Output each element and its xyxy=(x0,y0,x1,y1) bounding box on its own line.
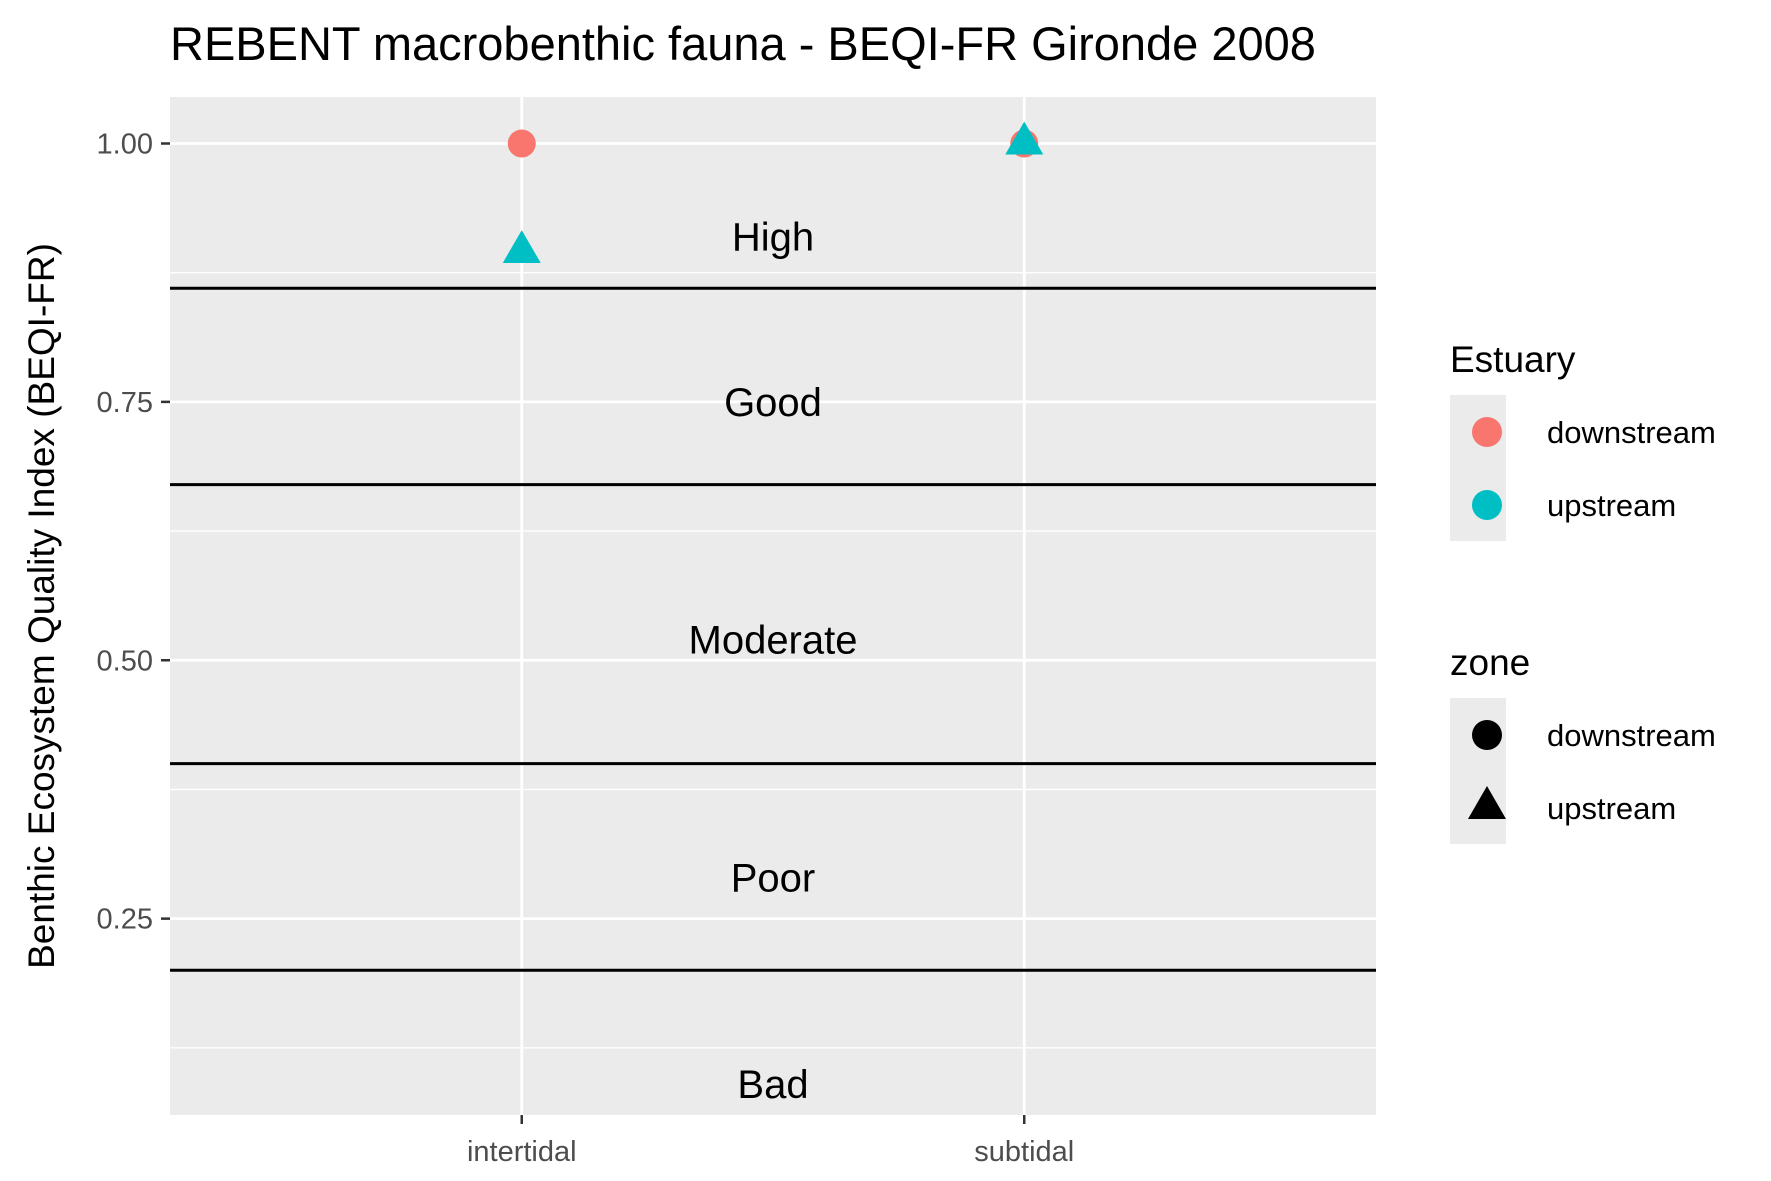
legend-label: downstream xyxy=(1547,718,1716,753)
y-tick-label: 1.00 xyxy=(97,129,153,161)
chart-title: REBENT macrobenthic fauna - BEQI-FR Giro… xyxy=(170,17,1316,70)
legend: Estuary downstream upstream zone downstream u… xyxy=(1450,339,1716,844)
data-points xyxy=(502,121,1044,263)
band-label: Good xyxy=(724,381,822,425)
y-tick-label: 0.50 xyxy=(97,645,153,677)
legend-key-triangle xyxy=(1468,786,1506,819)
legend-title: zone xyxy=(1450,642,1530,683)
quality-band-labels: High Good Moderate Poor Bad xyxy=(689,216,858,1107)
band-label: Bad xyxy=(737,1063,808,1107)
data-point-upstream xyxy=(1005,121,1044,155)
legend-label: upstream xyxy=(1547,791,1676,826)
axes: 0.25 0.50 0.75 1.00 intertidal subtidal xyxy=(97,129,1075,1168)
legend-key-background xyxy=(1450,698,1506,844)
band-label: High xyxy=(732,216,814,260)
threshold-lines xyxy=(170,286,1376,972)
data-point-upstream xyxy=(502,230,541,263)
y-axis-title: Benthic Ecosystem Quality Index (BEQI-FR… xyxy=(21,243,62,969)
band-label: Moderate xyxy=(689,619,858,663)
legend-label: upstream xyxy=(1547,488,1676,523)
legend-label: downstream xyxy=(1547,415,1716,450)
data-point-downstream xyxy=(507,129,536,158)
x-tick-label: subtidal xyxy=(974,1136,1074,1168)
plot-panel xyxy=(170,97,1376,1115)
grid-lines xyxy=(170,97,1376,1115)
legend-key-circle xyxy=(1472,720,1502,750)
x-tick-label: intertidal xyxy=(467,1136,577,1168)
band-label: Poor xyxy=(731,856,816,900)
y-tick-label: 0.75 xyxy=(97,387,153,419)
legend-key-circle xyxy=(1472,417,1502,447)
legend-title: Estuary xyxy=(1450,339,1576,380)
legend-key-circle xyxy=(1472,490,1502,520)
legend-key-background xyxy=(1450,395,1506,541)
y-tick-label: 0.25 xyxy=(97,904,153,936)
